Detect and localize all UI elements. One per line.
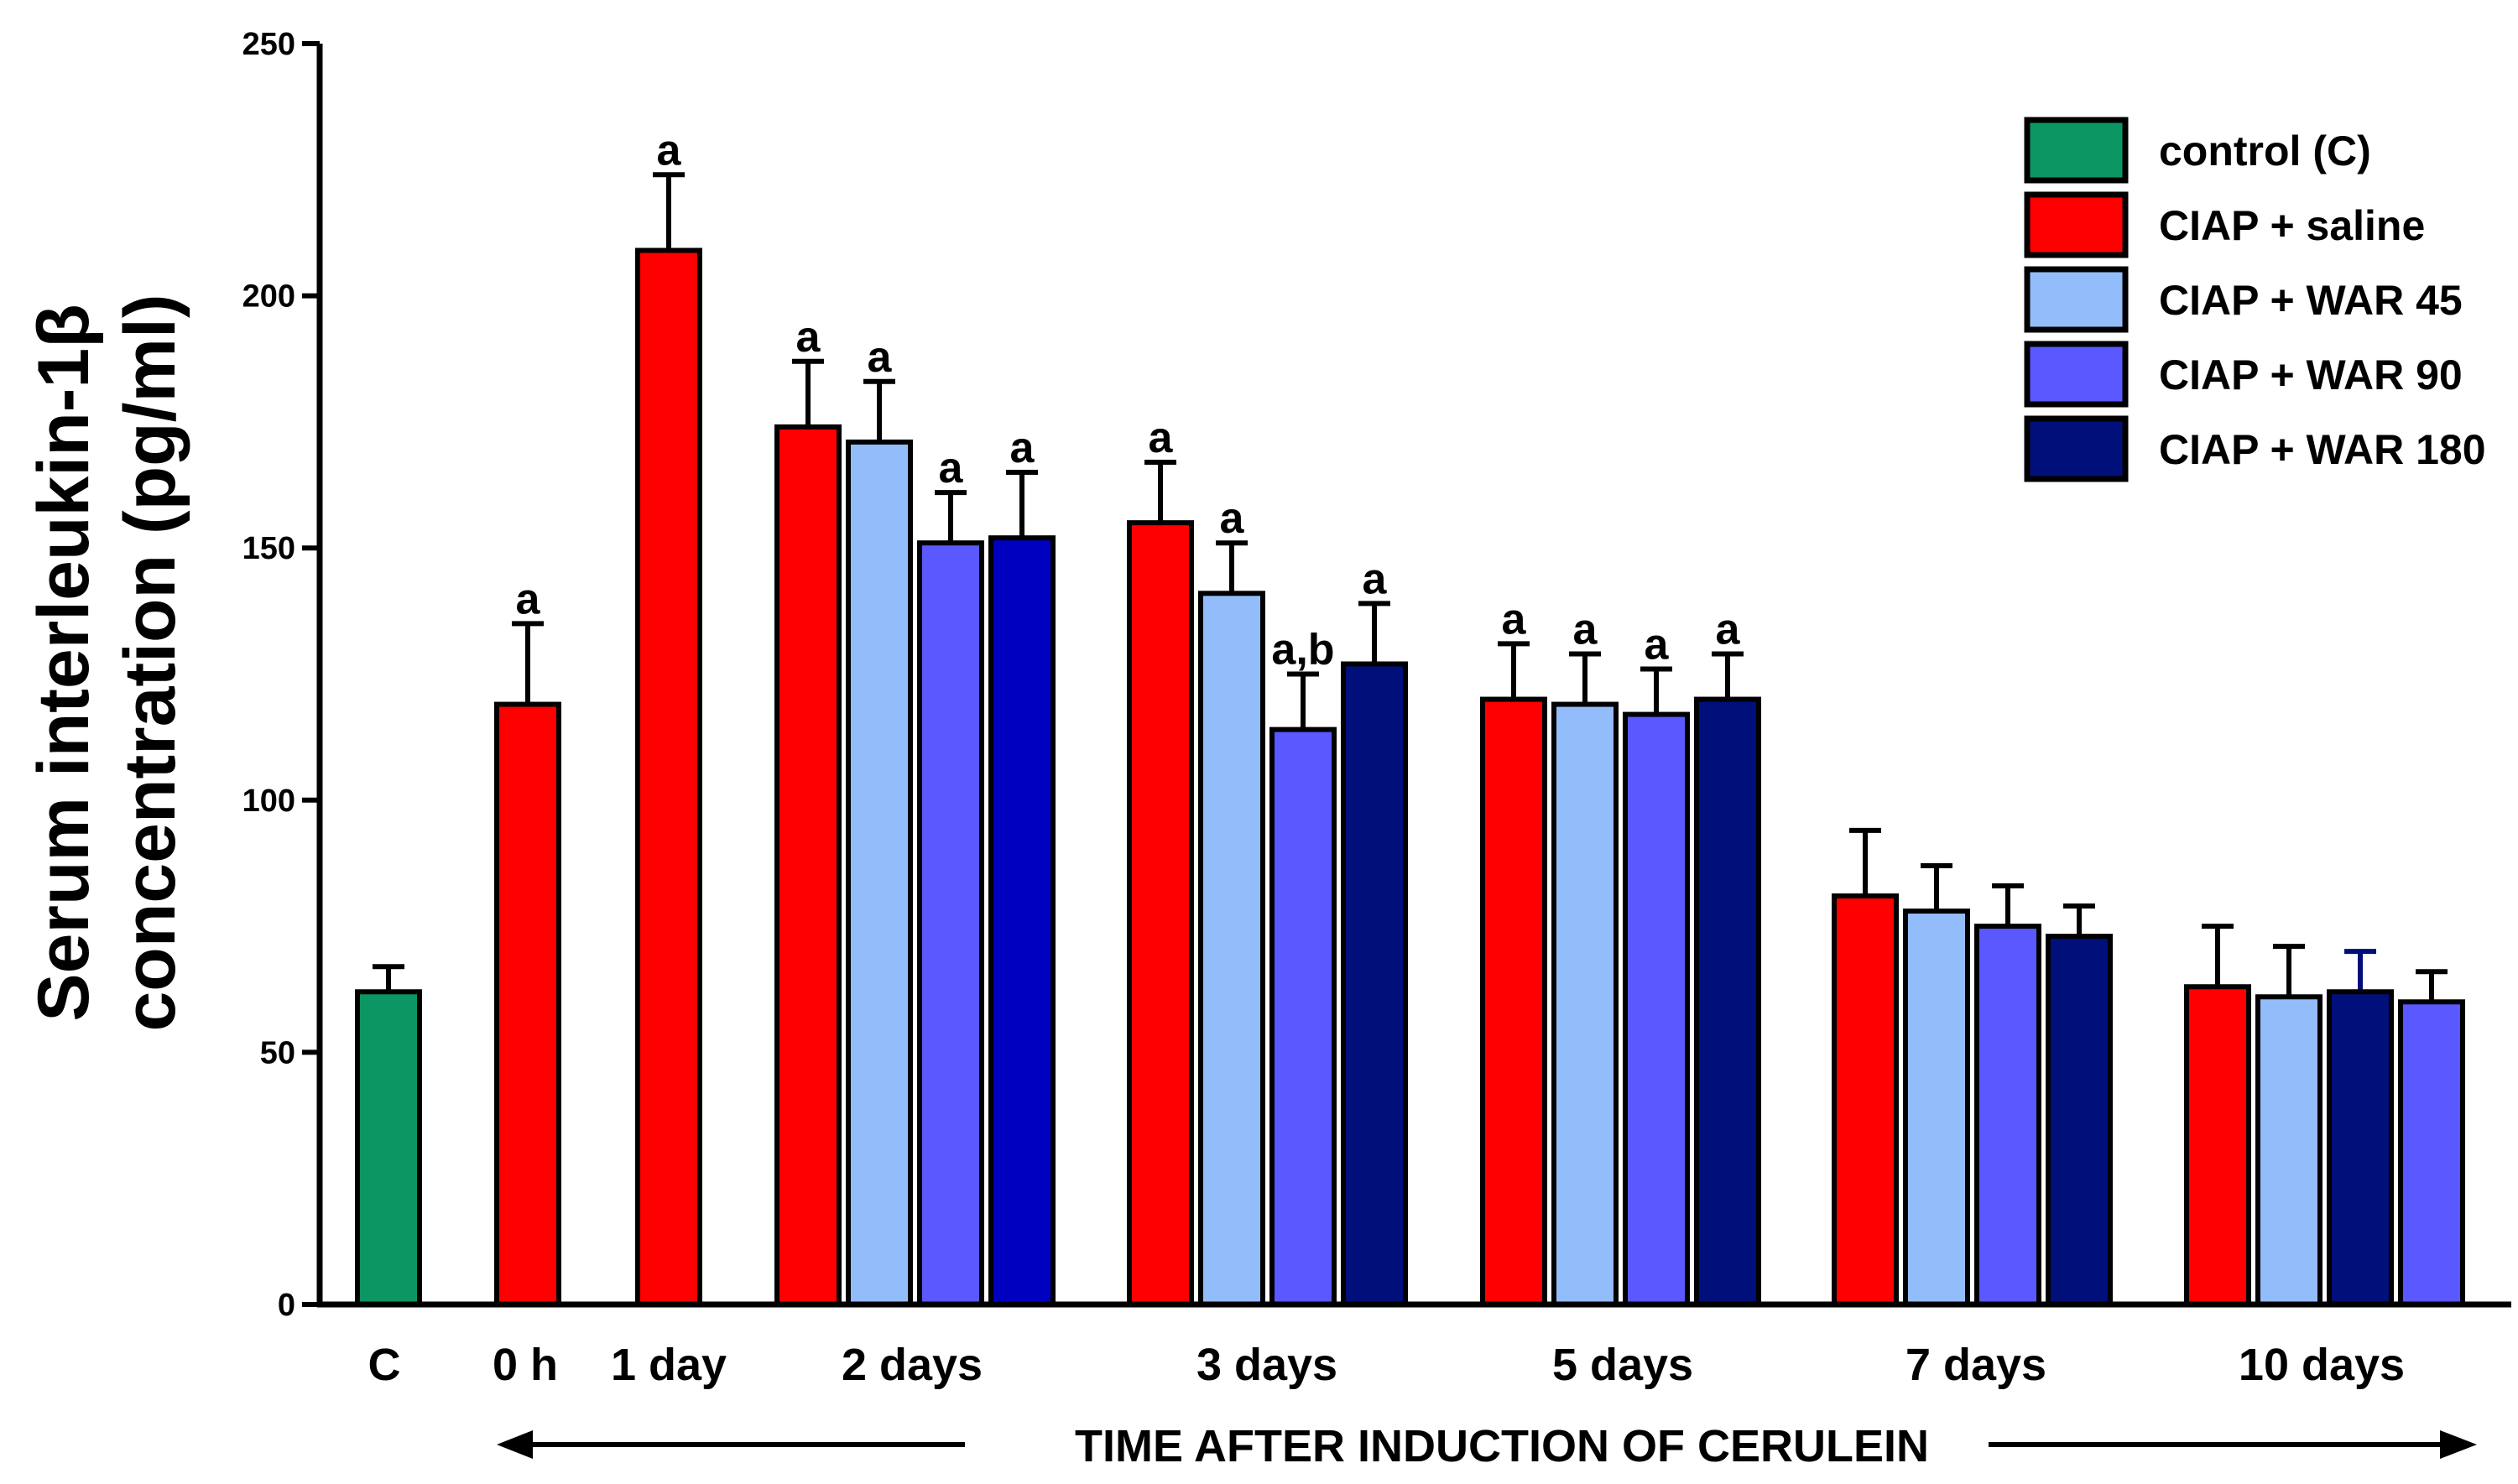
y-tick-label: 100 (242, 784, 295, 819)
bar (635, 247, 702, 1308)
bar (2046, 934, 2113, 1308)
significance-label: a (1645, 620, 1670, 669)
legend-label: CIAP + WAR 45 (2159, 277, 2463, 324)
significance-label: a (516, 575, 541, 623)
legend-label: CIAP + saline (2159, 202, 2425, 249)
x-category-label: 1 day (611, 1340, 727, 1390)
bar (774, 424, 842, 1307)
bar (494, 701, 561, 1307)
x-category-label: 7 days (1905, 1340, 2046, 1390)
bar (1127, 520, 1194, 1307)
bar (2184, 984, 2251, 1308)
x-category-label: 0 h (493, 1340, 558, 1390)
time-arrow-left-head (497, 1430, 533, 1459)
x-axis-label: TIME AFTER INDUCTION OF CERULEIN (1075, 1421, 1929, 1471)
significance-label: a (1363, 555, 1388, 603)
y-axis-label: Serum interleukin-1β concentration (pg/m… (23, 294, 190, 1031)
bar (1269, 726, 1337, 1307)
significance-label: a (939, 444, 964, 492)
axes-layer: 0 50 100 150 200 250 C 0 h 1 day 2 days 3 days 5 da… (242, 27, 2511, 1390)
legend-label: CIAP + WAR 180 (2159, 426, 2486, 473)
x-category-label: C (368, 1340, 401, 1390)
legend-swatch (2024, 117, 2129, 184)
significance-label: a (796, 313, 821, 362)
y-tick-label: 250 (242, 27, 295, 62)
legend-label: control (C) (2159, 128, 2371, 174)
bar (846, 439, 913, 1307)
x-category-label: 3 days (1196, 1340, 1337, 1390)
bar (1480, 696, 1547, 1307)
significance-label: a,b (1271, 626, 1334, 674)
bar (1623, 711, 1690, 1307)
bar (988, 535, 1056, 1307)
x-axis-title: TIME AFTER INDUCTION OF CERULEIN (497, 1421, 2477, 1471)
y-tick-label: 200 (242, 279, 295, 315)
significance-label: a (657, 126, 682, 174)
y-axis-label-line1: Serum interleukin-1β (23, 304, 104, 1021)
legend-swatch (2024, 341, 2129, 408)
legend-swatch (2024, 415, 2129, 482)
y-axis-label-line2: concentration (pg/ml) (110, 294, 190, 1031)
legend-label: CIAP + WAR 90 (2159, 351, 2463, 398)
time-arrow-right-head (2440, 1430, 2477, 1459)
significance-label: a (1149, 414, 1174, 462)
y-tick-label: 0 (278, 1288, 295, 1323)
y-tick-label: 50 (260, 1035, 295, 1070)
bar (1551, 701, 1619, 1307)
x-category-label: 2 days (842, 1340, 983, 1390)
bar (355, 989, 422, 1307)
y-tick-label: 150 (242, 531, 295, 566)
bars-layer: aaa aa a aaa,baa a a a (355, 126, 2465, 1308)
bar (2327, 989, 2394, 1307)
x-category-label: 5 days (1552, 1340, 1693, 1390)
bar (2255, 994, 2323, 1307)
bar (1903, 909, 1970, 1307)
significance-label: a (1010, 424, 1035, 472)
bar (917, 540, 984, 1307)
legend-swatch (2024, 266, 2129, 333)
bar (1694, 696, 1761, 1307)
bar (2398, 999, 2465, 1308)
bar (1832, 893, 1899, 1307)
legend: control (C) CIAP + saline CIAP + WAR 45 CIA… (2024, 117, 2486, 482)
bar (1974, 924, 2041, 1307)
significance-label: a (868, 333, 893, 382)
significance-label: a (1502, 595, 1527, 643)
x-category-label: 10 days (2239, 1340, 2405, 1390)
significance-label: a (1573, 605, 1598, 653)
bar (1198, 591, 1265, 1307)
significance-label: a (1220, 494, 1245, 543)
legend-swatch (2024, 191, 2129, 258)
significance-label: a (1716, 605, 1741, 653)
bar (1341, 661, 1408, 1307)
